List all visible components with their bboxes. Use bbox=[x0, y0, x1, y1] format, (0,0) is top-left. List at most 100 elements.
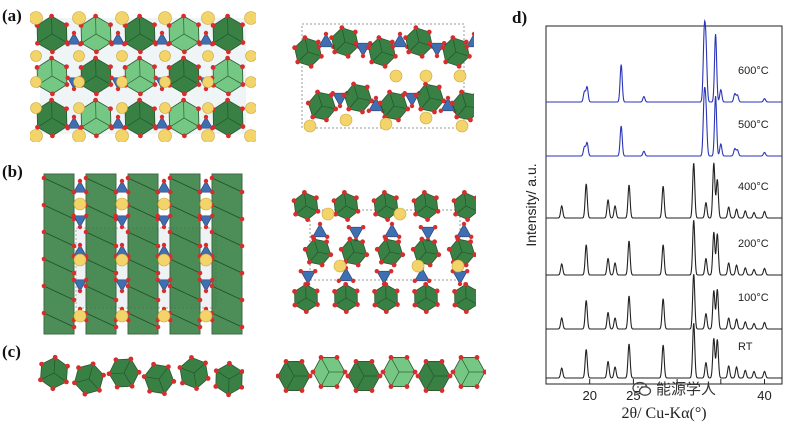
oxygen-atom bbox=[469, 234, 474, 239]
oxygen-atom bbox=[369, 98, 375, 104]
oxygen-atom bbox=[338, 246, 344, 252]
oxygen-atom bbox=[293, 211, 299, 217]
oxygen-atom bbox=[441, 98, 447, 104]
octahedron-edge bbox=[211, 312, 243, 328]
oxygen-atom bbox=[128, 356, 134, 362]
oxygen-atom bbox=[147, 388, 153, 394]
octahedron-edge bbox=[43, 258, 75, 274]
oxygen-atom bbox=[474, 355, 480, 360]
octahedron-edge bbox=[85, 231, 117, 247]
oxygen-atom bbox=[291, 198, 297, 204]
oxygen-atom bbox=[35, 40, 40, 46]
oxygen-atom bbox=[404, 355, 410, 360]
oxygen-atom bbox=[108, 64, 113, 70]
cation-sphere bbox=[419, 111, 433, 125]
oxygen-atom bbox=[337, 103, 343, 109]
oxygen-atom bbox=[161, 178, 167, 184]
oxygen-atom bbox=[65, 42, 70, 47]
oxygen-atom bbox=[84, 190, 89, 195]
tetrahedron bbox=[71, 178, 89, 195]
oxygen-atom bbox=[412, 289, 417, 294]
oxygen-atom bbox=[299, 388, 305, 393]
tetrahedron bbox=[454, 221, 474, 239]
octahedron-edge bbox=[139, 75, 156, 85]
oxygen-atom bbox=[225, 97, 230, 103]
octahedron-edge bbox=[85, 285, 117, 301]
oxygen-atom bbox=[276, 373, 281, 379]
oxygen-atom bbox=[369, 59, 375, 65]
oxygen-atom bbox=[197, 126, 202, 131]
cation-sphere bbox=[393, 207, 407, 221]
octahedron-edge bbox=[227, 75, 244, 85]
oxygen-atom bbox=[413, 92, 419, 98]
octahedron bbox=[177, 355, 211, 391]
octahedron-edge bbox=[193, 372, 197, 389]
octahedron-edge bbox=[460, 357, 470, 373]
oxygen-atom bbox=[353, 388, 359, 393]
oxygen-atom bbox=[38, 377, 43, 383]
cation-sphere bbox=[115, 129, 129, 142]
oxygen-atom bbox=[307, 373, 313, 379]
oxygen-atom bbox=[76, 365, 81, 371]
oxygen-atom bbox=[115, 30, 121, 36]
tetrahedron bbox=[197, 114, 215, 131]
oxygen-atom bbox=[239, 384, 244, 390]
oxygen-atom bbox=[197, 324, 203, 330]
oxygen-atom bbox=[413, 211, 419, 217]
oxygen-atom bbox=[427, 278, 432, 283]
octahedron-edge bbox=[452, 37, 457, 53]
oxygen-atom bbox=[283, 388, 289, 393]
tetrahedron-face bbox=[318, 33, 334, 48]
tetrahedron bbox=[155, 178, 173, 195]
oxygen-atom bbox=[463, 281, 469, 287]
oxygen-atom bbox=[210, 277, 215, 282]
oxygen-atom bbox=[433, 195, 439, 201]
tetrahedron bbox=[113, 213, 131, 230]
cation-sphere bbox=[73, 102, 85, 114]
tetrahedron bbox=[464, 31, 474, 49]
oxygen-atom bbox=[392, 53, 398, 59]
oxygen-atom bbox=[197, 190, 202, 195]
octahedron-edge bbox=[355, 361, 365, 377]
octahedron-edge bbox=[85, 312, 117, 328]
oxygen-atom bbox=[119, 178, 125, 184]
oxygen-atom bbox=[400, 252, 406, 258]
octahedron bbox=[210, 13, 246, 55]
octahedron-edge bbox=[51, 117, 68, 127]
oxygen-atom bbox=[210, 213, 215, 218]
oxygen-atom bbox=[240, 82, 246, 87]
oxygen-atom bbox=[64, 64, 69, 70]
octahedral-column bbox=[85, 173, 117, 335]
octahedron bbox=[38, 354, 70, 392]
tetrahedron bbox=[197, 30, 215, 47]
oxygen-atom bbox=[423, 309, 429, 315]
tetrahedron-face bbox=[115, 215, 129, 228]
oxygen-atom bbox=[423, 388, 429, 393]
crystal-structure-b-view-1 bbox=[41, 173, 245, 335]
oxygen-atom bbox=[413, 25, 419, 31]
octahedron-edge bbox=[127, 312, 159, 328]
oxygen-atom bbox=[161, 242, 167, 248]
cation-sphere bbox=[157, 197, 171, 211]
cation-sphere bbox=[451, 259, 465, 273]
octahedron-edge bbox=[109, 372, 125, 375]
oxygen-atom bbox=[385, 217, 391, 222]
octahedron bbox=[310, 355, 348, 389]
oxygen-atom bbox=[113, 324, 119, 330]
oxygen-atom bbox=[168, 277, 173, 282]
octahedron-edge bbox=[158, 378, 165, 394]
oxygen-atom bbox=[318, 384, 324, 389]
oxygen-atom bbox=[194, 386, 199, 391]
oxygen-atom bbox=[138, 91, 143, 97]
oxygen-atom bbox=[141, 374, 147, 380]
oxygen-atom bbox=[425, 217, 431, 222]
octahedron-edge bbox=[43, 204, 75, 220]
oxygen-atom bbox=[306, 259, 312, 265]
oxygen-atom bbox=[303, 281, 309, 287]
octahedron bbox=[106, 356, 142, 390]
xrd-trace bbox=[546, 274, 782, 330]
oxygen-atom bbox=[473, 195, 476, 201]
oxygen-atom bbox=[239, 243, 245, 249]
oxygen-atom bbox=[210, 65, 216, 70]
oxygen-atom bbox=[153, 126, 158, 131]
